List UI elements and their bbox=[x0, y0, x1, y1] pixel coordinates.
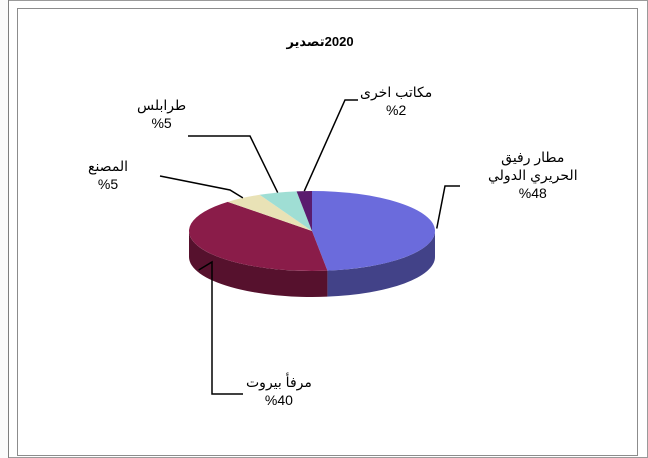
slice-name-tripoli: طرابلس bbox=[137, 97, 187, 113]
leader-line-0 bbox=[436, 185, 460, 229]
slice-top-3 bbox=[259, 191, 312, 231]
slice-percent-tripoli: %5 bbox=[151, 115, 172, 131]
slice-side-1-0 bbox=[189, 231, 328, 297]
slice-percent-airport: %48 bbox=[518, 185, 547, 201]
slice-side-0-0 bbox=[327, 231, 435, 297]
slice-percent-masnaa: %5 bbox=[97, 176, 119, 192]
slice-name-airport-line1: مطار رفيق bbox=[501, 149, 565, 165]
slice-percent-beirut-port: %40 bbox=[264, 392, 293, 408]
slice-top-4 bbox=[296, 191, 312, 231]
leader-line-1 bbox=[198, 260, 243, 395]
chart-title: 2020تصدير bbox=[286, 34, 354, 49]
leader-line-3 bbox=[188, 135, 279, 193]
slice-label-airport: مطار رفيق الحريري الدولي %48 bbox=[488, 148, 578, 202]
leader-line-4 bbox=[303, 99, 358, 192]
slice-name-beirut-port: مرفأ بيروت bbox=[246, 374, 312, 390]
left-gutter bbox=[0, 0, 9, 458]
leader-line-2 bbox=[159, 175, 244, 199]
slice-label-other-offices: مكاتب اخرى %2 bbox=[360, 83, 432, 119]
slice-name-other-offices: مكاتب اخرى bbox=[360, 84, 433, 100]
slice-name-airport-line2: الحريري الدولي bbox=[488, 167, 578, 183]
slice-percent-other-offices: %2 bbox=[386, 102, 407, 118]
slice-top-1 bbox=[188, 201, 328, 271]
slice-label-tripoli: طرابلس %5 bbox=[137, 96, 186, 132]
slice-label-masnaa: المصنع %5 bbox=[88, 157, 128, 193]
slice-name-masnaa: المصنع bbox=[88, 158, 129, 174]
slice-label-beirut-port: مرفأ بيروت %40 bbox=[246, 373, 312, 409]
slice-top-2 bbox=[227, 194, 312, 231]
slice-top-0 bbox=[312, 191, 436, 271]
